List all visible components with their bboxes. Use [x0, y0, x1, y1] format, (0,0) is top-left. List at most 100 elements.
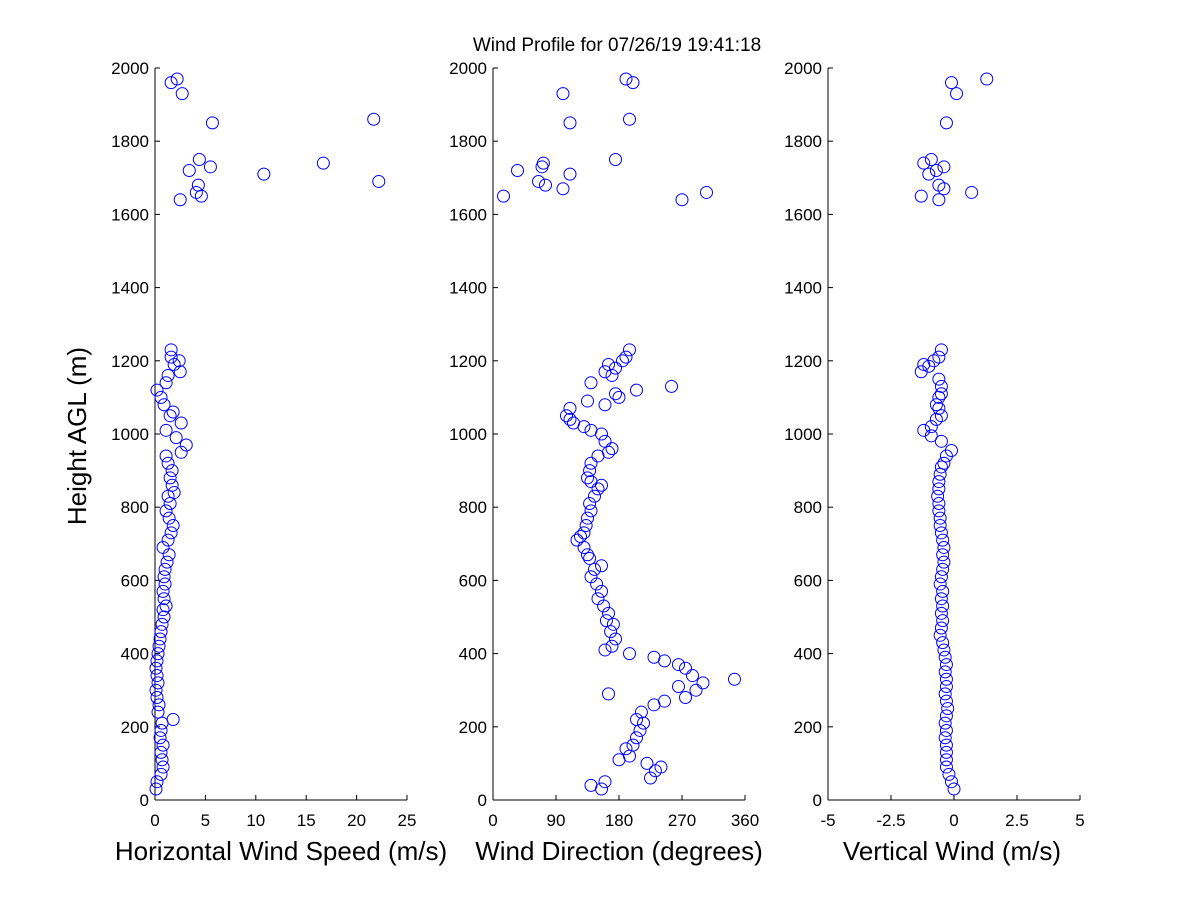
- y-tick-label-wind-direction: 0: [478, 791, 487, 810]
- y-tick-label-wind-direction: 1400: [449, 279, 487, 298]
- data-point-vertical-wind: [932, 504, 946, 518]
- data-point-wind-direction: [679, 661, 692, 675]
- data-point-horizontal-wind-speed: [154, 625, 168, 639]
- y-tick-label-wind-direction: 1000: [449, 425, 487, 444]
- data-point-wind-direction: [602, 445, 615, 459]
- x-tick-label-wind-direction: 270: [668, 811, 696, 830]
- data-point-vertical-wind: [934, 592, 948, 606]
- data-point-horizontal-wind-speed: [316, 156, 330, 170]
- data-point-horizontal-wind-speed: [179, 438, 193, 452]
- data-point-horizontal-wind-speed: [156, 540, 170, 554]
- data-point-horizontal-wind-speed: [151, 647, 165, 661]
- data-point-wind-direction: [626, 76, 640, 90]
- x-tick-label-wind-direction: 90: [547, 811, 566, 830]
- data-point-horizontal-wind-speed: [159, 423, 173, 437]
- data-point-wind-direction: [579, 519, 593, 532]
- data-point-horizontal-wind-speed: [159, 449, 173, 463]
- data-point-wind-direction: [511, 163, 524, 177]
- data-point-horizontal-wind-speed: [157, 592, 171, 606]
- data-point-wind-direction: [728, 672, 741, 686]
- data-point-vertical-wind: [932, 350, 946, 364]
- data-point-vertical-wind: [924, 420, 938, 434]
- data-point-wind-direction: [696, 676, 710, 690]
- y-tick-label-vertical-wind: 0: [813, 791, 822, 810]
- y-tick-label-vertical-wind: 200: [794, 718, 822, 737]
- data-point-vertical-wind: [932, 178, 946, 192]
- data-point-wind-direction: [606, 617, 620, 631]
- x-tick-label-vertical-wind: -5: [820, 811, 835, 830]
- data-point-horizontal-wind-speed: [150, 691, 164, 705]
- data-point-vertical-wind: [939, 680, 953, 694]
- data-point-wind-direction: [700, 185, 713, 199]
- data-point-wind-direction: [619, 742, 633, 756]
- data-point-vertical-wind: [939, 753, 953, 767]
- data-point-horizontal-wind-speed: [151, 676, 165, 690]
- data-point-vertical-wind: [936, 533, 950, 547]
- data-point-horizontal-wind-speed: [165, 478, 179, 492]
- y-tick-label-horizontal-wind-speed: 1800: [111, 132, 149, 151]
- data-point-vertical-wind: [917, 156, 931, 170]
- data-point-vertical-wind: [939, 760, 953, 774]
- data-point-horizontal-wind-speed: [152, 698, 166, 712]
- y-tick-label-vertical-wind: 2000: [784, 59, 822, 78]
- data-point-vertical-wind: [932, 482, 946, 496]
- data-point-wind-direction: [584, 504, 598, 518]
- data-point-vertical-wind: [936, 548, 950, 562]
- data-point-vertical-wind: [937, 160, 951, 174]
- data-point-horizontal-wind-speed: [150, 654, 164, 668]
- x-axis-label-vertical-wind: Vertical Wind (m/s): [843, 836, 1061, 866]
- data-point-vertical-wind: [934, 434, 948, 448]
- data-point-wind-direction: [644, 771, 657, 785]
- data-point-horizontal-wind-speed: [367, 112, 381, 126]
- data-point-vertical-wind: [917, 357, 931, 371]
- data-point-vertical-wind: [938, 731, 952, 745]
- data-point-wind-direction: [609, 632, 622, 646]
- x-tick-label-horizontal-wind-speed: 25: [398, 811, 417, 830]
- data-point-horizontal-wind-speed: [173, 193, 187, 207]
- data-point-wind-direction: [598, 434, 612, 448]
- data-point-wind-direction: [626, 738, 640, 752]
- data-point-vertical-wind: [939, 658, 953, 672]
- data-point-wind-direction: [581, 471, 594, 485]
- data-point-vertical-wind: [936, 599, 950, 613]
- data-point-horizontal-wind-speed: [155, 716, 169, 730]
- data-point-wind-direction: [563, 401, 577, 415]
- data-point-horizontal-wind-speed: [150, 383, 164, 397]
- data-point-wind-direction: [584, 423, 598, 437]
- data-point-vertical-wind: [934, 570, 948, 584]
- data-point-horizontal-wind-speed: [173, 365, 187, 379]
- data-point-vertical-wind: [934, 387, 948, 401]
- y-axis-label: Height AGL (m): [62, 347, 92, 525]
- data-point-horizontal-wind-speed: [174, 416, 188, 430]
- data-point-horizontal-wind-speed: [156, 584, 170, 598]
- data-point-horizontal-wind-speed: [167, 486, 181, 500]
- data-point-wind-direction: [633, 723, 647, 737]
- data-point-vertical-wind: [980, 72, 994, 86]
- data-point-wind-direction: [675, 193, 689, 207]
- data-point-vertical-wind: [932, 497, 946, 511]
- data-point-vertical-wind: [965, 185, 979, 199]
- data-point-wind-direction: [658, 694, 671, 708]
- data-point-vertical-wind: [938, 650, 952, 664]
- x-tick-label-vertical-wind: 2.5: [1005, 811, 1029, 830]
- data-point-wind-direction: [602, 687, 615, 701]
- data-point-wind-direction: [584, 570, 598, 584]
- data-point-wind-direction: [584, 376, 598, 390]
- data-point-vertical-wind: [936, 614, 950, 628]
- y-tick-label-horizontal-wind-speed: 400: [121, 645, 149, 664]
- y-tick-label-horizontal-wind-speed: 1200: [111, 352, 149, 371]
- data-point-wind-direction: [602, 606, 615, 620]
- data-point-vertical-wind: [933, 511, 947, 525]
- data-point-wind-direction: [563, 167, 577, 181]
- data-point-wind-direction: [647, 650, 661, 664]
- data-point-horizontal-wind-speed: [161, 368, 175, 382]
- data-point-wind-direction: [588, 489, 601, 503]
- data-point-wind-direction: [623, 749, 636, 763]
- y-tick-label-horizontal-wind-speed: 200: [121, 718, 149, 737]
- data-point-vertical-wind: [939, 672, 953, 686]
- y-tick-label-wind-direction: 800: [459, 498, 487, 517]
- y-tick-label-wind-direction: 1200: [449, 352, 487, 371]
- data-point-vertical-wind: [934, 526, 948, 540]
- x-tick-label-vertical-wind: 0: [949, 811, 958, 830]
- data-point-vertical-wind: [929, 163, 943, 177]
